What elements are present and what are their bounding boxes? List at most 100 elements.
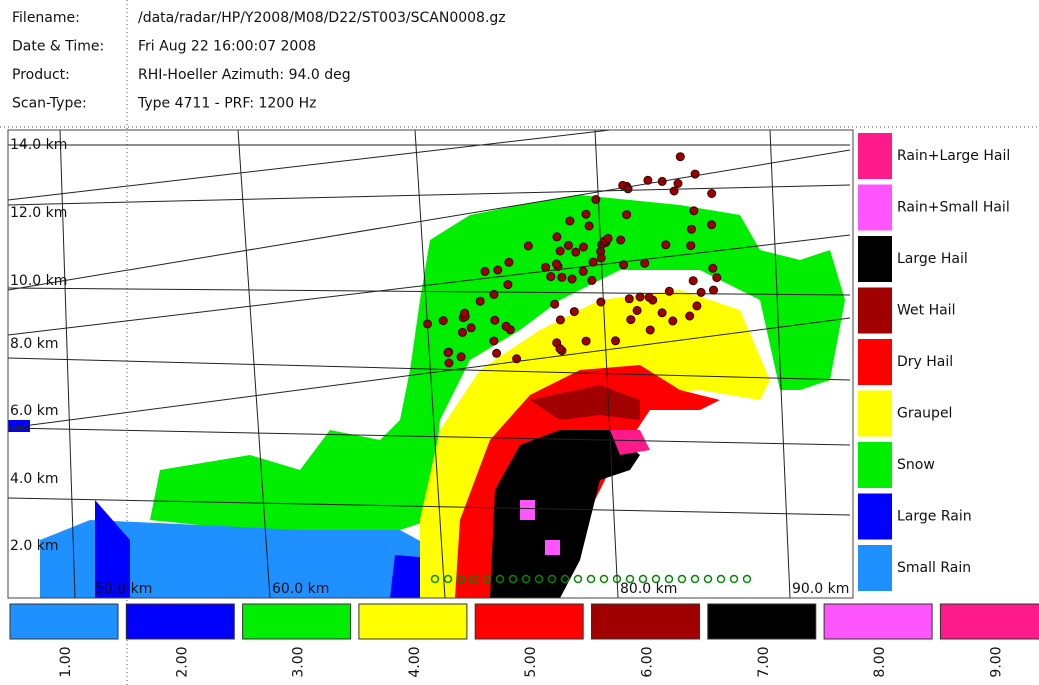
grid-line xyxy=(7,129,611,201)
header-label: Date & Time: xyxy=(12,39,104,55)
hail-marker xyxy=(578,242,588,252)
hail-marker xyxy=(489,336,499,346)
colorbar-swatch xyxy=(125,603,235,640)
echo-region xyxy=(520,500,535,520)
rain-marker xyxy=(534,574,544,584)
hail-marker xyxy=(668,316,678,326)
colorbar-swatch xyxy=(707,603,817,640)
colorbar-swatch xyxy=(358,603,468,640)
rain-marker xyxy=(573,574,583,584)
rain-marker xyxy=(469,574,479,584)
hail-marker xyxy=(635,292,645,302)
echo-region xyxy=(150,195,845,530)
hail-marker xyxy=(708,263,718,273)
hail-marker xyxy=(622,210,632,220)
echo-region xyxy=(610,430,650,455)
legend-swatch xyxy=(858,442,892,488)
rain-marker xyxy=(521,574,531,584)
colorbar-swatch xyxy=(939,603,1039,640)
legend-swatch xyxy=(858,493,892,540)
echo-region xyxy=(420,290,770,598)
grid-line xyxy=(7,357,851,381)
height-label: 4.0 km xyxy=(10,471,58,487)
legend-label: Dry Hail xyxy=(897,354,953,370)
rain-marker xyxy=(716,574,726,584)
hail-marker xyxy=(643,175,653,185)
hail-marker xyxy=(619,260,629,270)
plot-frame xyxy=(7,129,854,599)
header-value: RHI-Hoeller Azimuth: 94.0 deg xyxy=(138,67,351,83)
colorbar-swatch xyxy=(474,603,584,640)
header-value: /data/radar/HP/Y2008/M08/D22/ST003/SCAN0… xyxy=(138,10,506,26)
legend-label: Large Rain xyxy=(897,509,972,525)
hail-marker xyxy=(624,294,634,304)
hail-marker xyxy=(712,273,722,283)
rhi-plot xyxy=(8,152,845,598)
hail-marker xyxy=(552,232,562,242)
hail-marker xyxy=(456,352,466,362)
hail-marker xyxy=(696,287,706,297)
header-value: Type 4711 - PRF: 1200 Hz xyxy=(137,96,316,112)
echo-region xyxy=(545,540,560,555)
hail-marker xyxy=(611,336,620,346)
colorbar-label: 5.00 xyxy=(523,646,539,677)
hail-marker xyxy=(707,220,717,230)
hail-marker xyxy=(687,224,696,234)
hail-marker xyxy=(690,169,700,179)
rain-marker xyxy=(495,574,505,584)
hail-marker xyxy=(490,315,500,325)
hail-marker xyxy=(686,241,696,251)
rain-marker xyxy=(599,574,609,584)
hail-marker xyxy=(557,272,567,282)
hail-marker xyxy=(603,233,613,243)
grid-line xyxy=(59,129,76,599)
hail-marker xyxy=(493,265,503,275)
header-label: Filename: xyxy=(12,10,80,26)
hail-marker xyxy=(707,189,717,198)
hail-marker xyxy=(661,240,671,250)
grid-line xyxy=(7,184,851,206)
hail-marker xyxy=(550,299,560,309)
legend-swatch xyxy=(858,236,892,282)
legend-swatch xyxy=(858,184,892,231)
rain-marker xyxy=(586,574,596,584)
colorbar-label: 9.00 xyxy=(988,646,1004,677)
grid-line xyxy=(7,149,851,291)
rain-marker xyxy=(742,574,752,584)
rain-marker xyxy=(677,574,687,584)
range-grid xyxy=(7,129,851,599)
hail-marker xyxy=(480,266,490,276)
rain-marker xyxy=(625,574,635,584)
rain-marker xyxy=(651,574,661,584)
hail-marker xyxy=(640,258,650,268)
grid-line xyxy=(7,287,851,296)
colorbar-label: 2.00 xyxy=(174,646,190,677)
echo-region xyxy=(95,500,130,598)
hail-marker xyxy=(523,241,533,251)
legend-swatch xyxy=(858,287,892,334)
rain-marker xyxy=(508,574,518,584)
hail-marker xyxy=(444,358,454,368)
hail-marker xyxy=(689,206,699,216)
hail-marker xyxy=(563,240,573,250)
range-label: 60.0 km xyxy=(272,581,329,597)
hail-marker xyxy=(616,235,626,245)
legend-swatch xyxy=(858,390,892,437)
height-label: 2.0 km xyxy=(10,538,58,554)
hail-marker xyxy=(626,315,636,325)
hail-marker xyxy=(567,274,577,284)
hail-marker xyxy=(475,296,485,306)
hail-marker xyxy=(443,348,453,358)
hail-marker xyxy=(501,321,511,331)
rain-marker xyxy=(547,574,557,584)
hail-marker xyxy=(552,259,561,269)
height-label: 10.0 km xyxy=(10,273,67,289)
echo-region xyxy=(530,385,640,420)
colorbar-swatch xyxy=(823,603,933,640)
legend-label: Wet Hail xyxy=(897,303,955,319)
range-label: 90.0 km xyxy=(792,581,849,597)
colorbar-label: 8.00 xyxy=(872,646,888,677)
hail-marker xyxy=(675,152,685,162)
hail-marker xyxy=(657,308,667,318)
